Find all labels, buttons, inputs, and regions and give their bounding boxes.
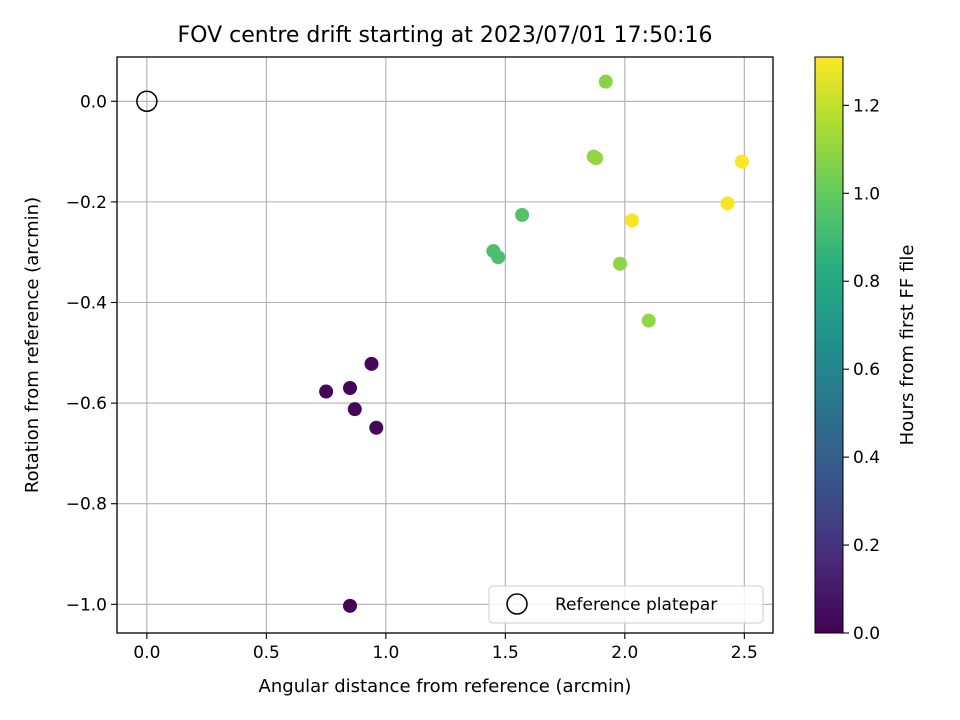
plot-frame bbox=[116, 56, 774, 634]
scatter-point bbox=[720, 196, 735, 211]
x-axis-label: Angular distance from reference (arcmin) bbox=[259, 676, 632, 697]
colorbar-ticks: 0.0 0.2 0.4 0.6 0.8 1.0 1.2 bbox=[843, 96, 880, 644]
x-tick-label: 0.0 bbox=[133, 643, 160, 663]
chart-title: FOV centre drift starting at 2023/07/01 … bbox=[178, 23, 713, 48]
colorbar-label: Hours from first FF file bbox=[897, 245, 918, 446]
scatter-point bbox=[515, 207, 530, 222]
y-tick-label: −0.2 bbox=[66, 193, 107, 213]
data-points bbox=[136, 74, 749, 613]
y-tick-label: −0.8 bbox=[66, 495, 107, 515]
scatter-point bbox=[598, 74, 613, 89]
colorbar-tick-label: 0.0 bbox=[853, 624, 880, 644]
scatter-point bbox=[343, 598, 358, 613]
scatter-point bbox=[625, 213, 640, 228]
legend-label-reference: Reference platepar bbox=[555, 595, 717, 615]
x-tick-label: 2.5 bbox=[731, 643, 758, 663]
y-tick-label: −1.0 bbox=[66, 595, 107, 615]
scatter-point bbox=[369, 420, 384, 435]
y-axis-ticks: 0.0 −0.2 −0.4 −0.6 −0.8 −1.0 bbox=[66, 92, 117, 615]
scatter-point bbox=[364, 356, 379, 371]
colorbar-tick-label: 0.8 bbox=[853, 272, 880, 292]
x-tick-label: 1.0 bbox=[372, 643, 399, 663]
colorbar-tick-label: 1.2 bbox=[853, 96, 880, 116]
scatter-point bbox=[347, 402, 362, 417]
x-tick-label: 1.5 bbox=[492, 643, 519, 663]
x-tick-label: 0.5 bbox=[253, 643, 280, 663]
colorbar-tick-label: 0.6 bbox=[853, 360, 880, 380]
scatter-point bbox=[734, 154, 749, 169]
colorbar-tick-label: 0.4 bbox=[853, 448, 880, 468]
x-tick-label: 2.0 bbox=[611, 643, 638, 663]
scatter-point bbox=[491, 250, 506, 265]
scatter-point bbox=[613, 256, 628, 271]
y-axis-label: Rotation from reference (arcmin) bbox=[22, 197, 43, 493]
reference-platepar-marker bbox=[136, 90, 158, 113]
grid bbox=[117, 57, 773, 633]
scatter-point bbox=[319, 384, 334, 399]
legend: Reference platepar bbox=[488, 585, 764, 624]
scatter-point bbox=[589, 151, 604, 166]
colorbar-tick-label: 0.2 bbox=[853, 536, 880, 556]
x-axis-ticks: 0.0 0.5 1.0 1.5 2.0 2.5 bbox=[133, 633, 758, 663]
legend-box bbox=[488, 585, 764, 624]
legend-marker-reference bbox=[506, 593, 528, 615]
y-tick-label: 0.0 bbox=[80, 92, 107, 112]
colorbar bbox=[814, 56, 844, 634]
colorbar-tick-label: 1.0 bbox=[853, 184, 880, 204]
scatter-point bbox=[641, 313, 656, 328]
scatter-point bbox=[343, 381, 358, 396]
y-tick-label: −0.6 bbox=[66, 394, 107, 414]
y-tick-label: −0.4 bbox=[66, 293, 107, 313]
